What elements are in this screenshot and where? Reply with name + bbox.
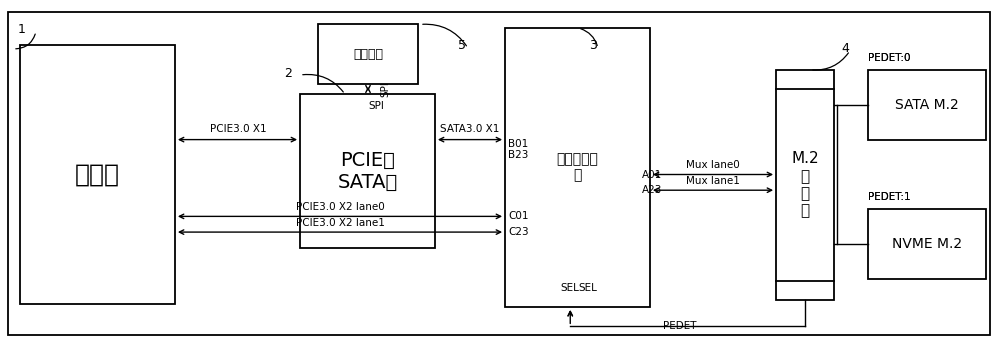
- Text: SPI: SPI: [368, 102, 384, 111]
- Text: SPI: SPI: [380, 81, 390, 97]
- Text: SATA3.0 X1: SATA3.0 X1: [440, 124, 500, 134]
- Text: C23: C23: [508, 227, 529, 237]
- Text: SEL: SEL: [561, 283, 580, 293]
- Text: 存储单元: 存储单元: [353, 47, 383, 61]
- Text: PEDET: PEDET: [663, 321, 697, 331]
- Text: B01: B01: [508, 139, 528, 149]
- Text: 2: 2: [284, 67, 292, 80]
- Text: PCIE转
SATA桥: PCIE转 SATA桥: [337, 150, 398, 192]
- Bar: [20, 45, 175, 304]
- Bar: [868, 70, 986, 140]
- Text: SATA M.2: SATA M.2: [895, 98, 959, 112]
- Text: PEDET:1: PEDET:1: [868, 192, 911, 202]
- Text: PEDET:1: PEDET:1: [868, 192, 911, 202]
- Bar: [776, 70, 834, 300]
- Text: PEDET:0: PEDET:0: [868, 53, 910, 62]
- Text: A23: A23: [642, 185, 662, 195]
- Text: NVME M.2: NVME M.2: [892, 237, 962, 251]
- Text: C01: C01: [508, 211, 528, 221]
- Text: PEDET:0: PEDET:0: [868, 53, 910, 62]
- Text: 5: 5: [458, 39, 466, 52]
- Text: Mux lane1: Mux lane1: [686, 176, 740, 186]
- Text: SEL: SEL: [578, 283, 597, 293]
- Text: 1: 1: [18, 23, 26, 36]
- Text: PCIE3.0 X1: PCIE3.0 X1: [210, 124, 266, 134]
- Bar: [868, 209, 986, 279]
- Text: 处理器: 处理器: [75, 163, 120, 186]
- Text: PCIE3.0 X2 lane1: PCIE3.0 X2 lane1: [296, 217, 384, 228]
- Bar: [318, 24, 418, 84]
- Text: 4: 4: [841, 42, 849, 55]
- Text: M.2
连
接
器: M.2 连 接 器: [791, 151, 819, 218]
- Bar: [300, 94, 435, 248]
- Text: PCIE3.0 X2 lane0: PCIE3.0 X2 lane0: [296, 202, 384, 212]
- Bar: [505, 28, 650, 307]
- Text: A01: A01: [642, 170, 662, 179]
- Text: 3: 3: [589, 39, 597, 52]
- Text: Mux lane0: Mux lane0: [686, 160, 740, 170]
- Text: 通道选择单
元: 通道选择单 元: [557, 153, 598, 183]
- Text: B23: B23: [508, 150, 528, 160]
